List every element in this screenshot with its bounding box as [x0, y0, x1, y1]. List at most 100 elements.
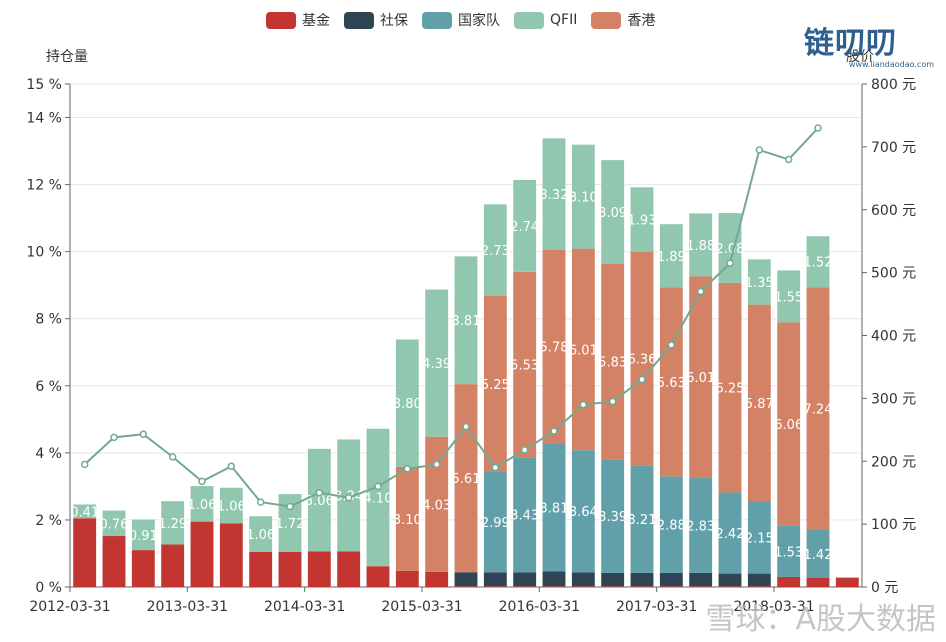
- price-point: [139, 430, 148, 438]
- y-right-tick-label: 800 元: [871, 77, 916, 93]
- bar-data-label: 5.63: [657, 376, 686, 391]
- price-point: [550, 427, 558, 435]
- bar-data-label: 6.06: [774, 418, 803, 433]
- bar-data-label: 5.87: [745, 397, 774, 412]
- bar: [278, 494, 302, 552]
- bar: [630, 187, 654, 253]
- bar: [454, 256, 478, 385]
- bar: [777, 322, 801, 526]
- bar-data-label: 1.53: [774, 545, 803, 560]
- price-point: [403, 465, 412, 473]
- legend: 基金 社保 国家队 QFII 香港: [266, 8, 655, 32]
- bar-data-label: 5.83: [598, 355, 627, 370]
- bar: [835, 577, 859, 587]
- bar: [630, 465, 654, 573]
- bar: [278, 551, 302, 587]
- price-point: [315, 488, 324, 497]
- bar-data-label: 1.52: [804, 256, 833, 271]
- price-point: [462, 422, 470, 431]
- bar: [747, 304, 771, 502]
- bar-data-label: 3.10: [569, 191, 598, 206]
- bar-data-label: 2.99: [481, 516, 510, 531]
- price-point: [286, 502, 294, 511]
- bar: [513, 457, 537, 573]
- legend-label: 社保: [380, 13, 408, 29]
- bar: [747, 259, 771, 305]
- bar: [630, 586, 654, 587]
- bar: [513, 572, 537, 587]
- y-left-tick-label: 2 %: [35, 513, 62, 529]
- y-axis-right-name: 股价: [846, 49, 874, 65]
- price-point: [80, 460, 89, 469]
- bar: [73, 518, 97, 587]
- bar: [806, 236, 830, 288]
- y-left-tick-label: 12 %: [26, 178, 62, 194]
- bar-data-label: 4.39: [422, 357, 451, 372]
- legend-item[interactable]: QFII: [514, 11, 577, 29]
- bar: [395, 339, 419, 467]
- price-point: [432, 460, 441, 469]
- bar: [425, 289, 449, 437]
- bar: [718, 282, 742, 493]
- bar-data-label: 7.24: [804, 403, 833, 418]
- bar-data-label: 1.55: [774, 290, 803, 305]
- bar: [483, 572, 507, 587]
- bar-data-label: 6.25: [716, 382, 745, 397]
- y-left-tick-label: 0 %: [35, 580, 62, 596]
- bar: [806, 529, 830, 578]
- bar: [73, 504, 97, 519]
- bar: [307, 448, 331, 552]
- legend-swatch: [344, 11, 374, 29]
- legend-item[interactable]: 国家队: [422, 10, 500, 30]
- bar: [601, 160, 625, 264]
- bar-data-label: 3.81: [540, 501, 569, 516]
- bar: [601, 263, 625, 460]
- legend-swatch: [514, 11, 544, 29]
- bar-data-label: 0.91: [129, 529, 158, 544]
- y-left-tick-label: 6 %: [35, 379, 62, 395]
- bar: [131, 550, 155, 587]
- x-tick-label: 2012-03-31: [29, 599, 110, 615]
- bar: [454, 572, 478, 587]
- price-point: [638, 375, 646, 384]
- price-point: [168, 453, 177, 461]
- bar: [307, 551, 331, 587]
- bar: [689, 586, 713, 587]
- bar: [483, 471, 507, 573]
- bar: [131, 519, 155, 551]
- bar-data-label: 0.76: [100, 517, 129, 532]
- bar: [161, 501, 185, 545]
- legend-item[interactable]: 基金: [266, 10, 330, 30]
- legend-item[interactable]: 社保: [344, 10, 408, 30]
- x-tick-label: 2018-03-31: [733, 599, 814, 615]
- bar: [249, 551, 273, 587]
- bar: [190, 486, 214, 522]
- logo-subtext: www.liandaodao.com: [848, 60, 934, 69]
- bar-data-label: 1.29: [158, 517, 187, 532]
- bar-data-label: 2.73: [481, 244, 510, 259]
- y-right-tick-label: 300 元: [871, 391, 916, 407]
- bar: [747, 573, 771, 587]
- bar-data-label: 3.10: [393, 513, 422, 528]
- bar-data-label: 3.21: [628, 513, 657, 528]
- bar: [659, 476, 683, 573]
- bar: [689, 572, 713, 587]
- bar: [542, 249, 566, 444]
- bar-data-label: 2.74: [510, 220, 539, 235]
- price-point: [520, 446, 529, 454]
- x-tick-label: 2014-03-31: [264, 599, 345, 615]
- price-point: [696, 287, 705, 296]
- bar-data-label: 3.39: [598, 510, 627, 525]
- y-left-tick-label: 8 %: [35, 312, 62, 328]
- bar: [219, 523, 243, 587]
- price-point: [256, 498, 265, 506]
- bar: [689, 478, 713, 573]
- bar-data-label: 5.61: [452, 472, 481, 487]
- bar: [483, 295, 507, 472]
- legend-item[interactable]: 香港: [591, 10, 655, 30]
- y-right-tick-label: 200 元: [871, 454, 916, 470]
- bar-data-label: 1.35: [745, 276, 774, 291]
- price-point: [227, 462, 236, 471]
- price-point: [726, 259, 734, 267]
- legend-label: 基金: [302, 13, 330, 29]
